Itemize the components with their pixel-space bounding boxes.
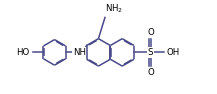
Text: O: O [147,28,154,37]
Text: OH: OH [166,48,179,57]
Text: O: O [147,68,154,77]
Text: NH$_2$: NH$_2$ [105,3,123,15]
Text: NH: NH [73,48,86,57]
Text: HO: HO [16,48,29,57]
Text: S: S [148,48,153,57]
